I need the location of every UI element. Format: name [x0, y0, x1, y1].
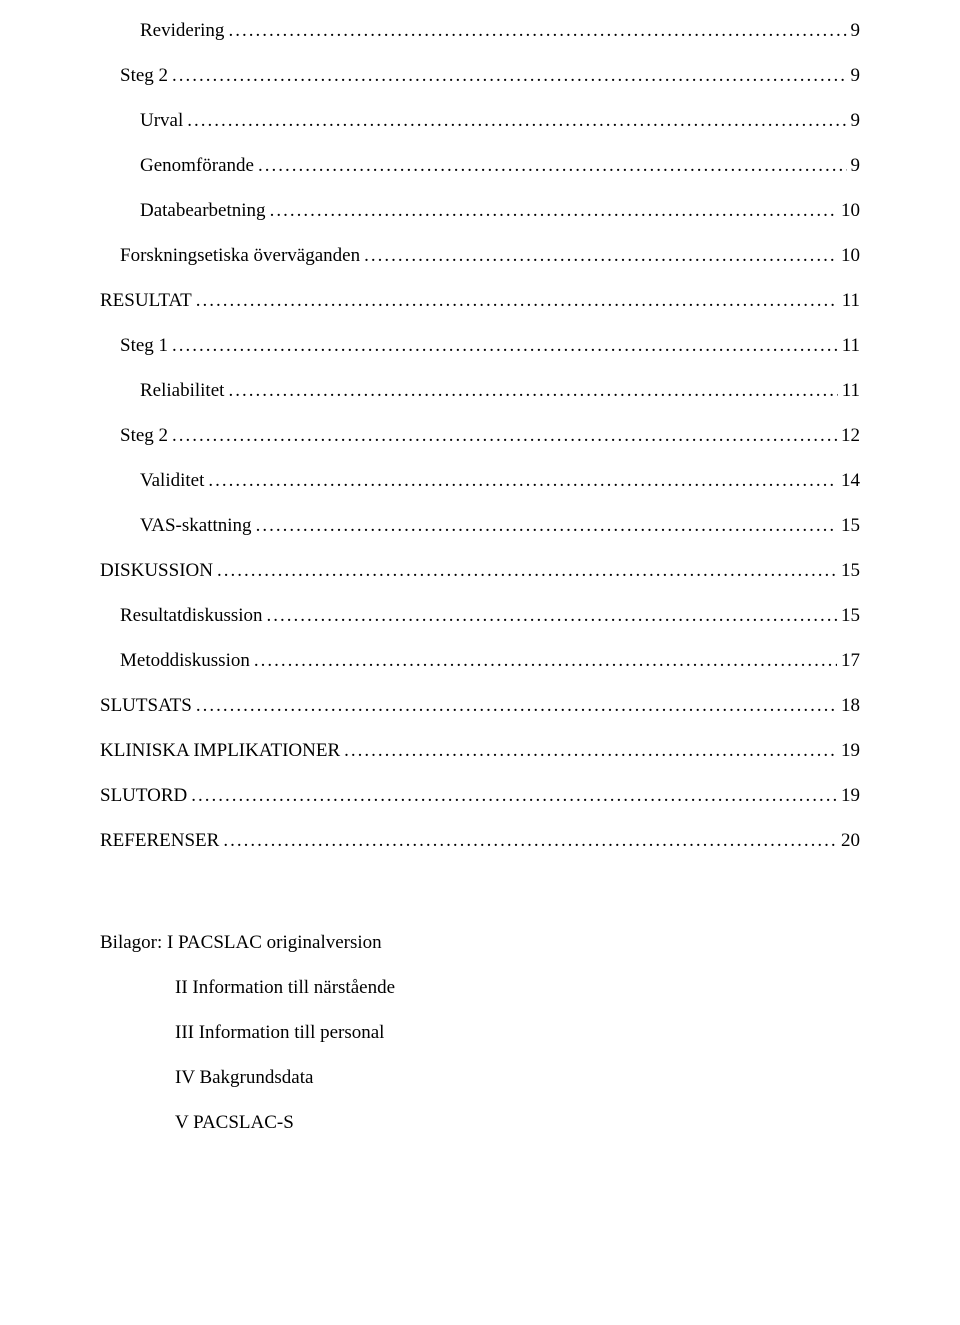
- toc-page-number: 9: [851, 155, 861, 177]
- toc-page-number: 11: [842, 335, 860, 357]
- toc-label: Steg 2: [120, 425, 168, 447]
- toc-entry: Reliabilitet 11: [100, 380, 860, 402]
- toc-page-number: 14: [841, 470, 860, 492]
- toc-entry: DISKUSSION 15: [100, 560, 860, 582]
- toc-leader-dots: [270, 200, 837, 222]
- toc-label: SLUTORD: [100, 785, 187, 807]
- toc-page-number: 10: [841, 245, 860, 267]
- toc-label: REFERENSER: [100, 830, 219, 852]
- toc-entry: Databearbetning 10: [100, 200, 860, 222]
- toc-label: VAS-skattning: [140, 515, 252, 537]
- toc-entry: Steg 2 12: [100, 425, 860, 447]
- toc-entry: SLUTORD 19: [100, 785, 860, 807]
- toc-entry: Resultatdiskussion 15: [100, 605, 860, 627]
- toc-label: Genomförande: [140, 155, 254, 177]
- toc-label: KLINISKA IMPLIKATIONER: [100, 740, 340, 762]
- toc-leader-dots: [191, 785, 837, 807]
- toc-label: Validitet: [140, 470, 204, 492]
- toc-entry: Urval 9: [100, 110, 860, 132]
- toc-page-number: 15: [841, 605, 860, 627]
- toc-label: Steg 2: [120, 65, 168, 87]
- toc-label: Urval: [140, 110, 183, 132]
- toc-leader-dots: [223, 830, 837, 852]
- toc-page-number: 12: [841, 425, 860, 447]
- appendix-item: IV Bakgrundsdata: [100, 1067, 860, 1089]
- toc-page-number: 17: [841, 650, 860, 672]
- toc-leader-dots: [228, 20, 846, 42]
- toc-entry: RESULTAT 11: [100, 290, 860, 312]
- toc-page-number: 9: [851, 20, 861, 42]
- appendix-heading: Bilagor: I PACSLAC originalversion: [100, 932, 860, 954]
- toc-entry: Forskningsetiska överväganden 10: [100, 245, 860, 267]
- toc-leader-dots: [172, 335, 838, 357]
- toc-page-number: 10: [841, 200, 860, 222]
- toc-entry: VAS-skattning 15: [100, 515, 860, 537]
- toc-entry: Revidering 9: [100, 20, 860, 42]
- table-of-contents: Revidering 9 Steg 2 9 Urval 9 Genomförande 9 Dat…: [100, 20, 860, 852]
- toc-leader-dots: [254, 650, 837, 672]
- appendix-item: V PACSLAC-S: [100, 1112, 860, 1134]
- toc-leader-dots: [172, 425, 837, 447]
- toc-leader-dots: [187, 110, 846, 132]
- toc-entry: SLUTSATS 18: [100, 695, 860, 717]
- toc-page-number: 18: [841, 695, 860, 717]
- toc-entry: Metoddiskussion 17: [100, 650, 860, 672]
- toc-label: SLUTSATS: [100, 695, 192, 717]
- toc-leader-dots: [267, 605, 837, 627]
- toc-entry: REFERENSER 20: [100, 830, 860, 852]
- toc-leader-dots: [228, 380, 837, 402]
- toc-label: Forskningsetiska överväganden: [120, 245, 360, 267]
- toc-page-number: 19: [841, 785, 860, 807]
- toc-label: DISKUSSION: [100, 560, 213, 582]
- toc-page-number: 11: [842, 380, 860, 402]
- toc-page-number: 15: [841, 560, 860, 582]
- toc-leader-dots: [172, 65, 846, 87]
- toc-leader-dots: [256, 515, 837, 537]
- appendix-item: II Information till närstående: [100, 977, 860, 999]
- appendix-item: III Information till personal: [100, 1022, 860, 1044]
- toc-leader-dots: [217, 560, 837, 582]
- appendix-section: Bilagor: I PACSLAC originalversion II In…: [100, 932, 860, 1134]
- toc-leader-dots: [364, 245, 837, 267]
- toc-leader-dots: [344, 740, 837, 762]
- toc-entry: Steg 1 11: [100, 335, 860, 357]
- toc-label: Metoddiskussion: [120, 650, 250, 672]
- toc-label: RESULTAT: [100, 290, 192, 312]
- toc-page-number: 20: [841, 830, 860, 852]
- toc-page-number: 19: [841, 740, 860, 762]
- toc-leader-dots: [208, 470, 837, 492]
- toc-page-number: 9: [851, 110, 861, 132]
- toc-entry: Steg 2 9: [100, 65, 860, 87]
- toc-label: Revidering: [140, 20, 224, 42]
- toc-entry: Validitet 14: [100, 470, 860, 492]
- toc-label: Reliabilitet: [140, 380, 224, 402]
- toc-leader-dots: [196, 290, 838, 312]
- toc-page-number: 11: [842, 290, 860, 312]
- toc-page-number: 15: [841, 515, 860, 537]
- toc-label: Resultatdiskussion: [120, 605, 263, 627]
- toc-page-number: 9: [851, 65, 861, 87]
- toc-leader-dots: [196, 695, 837, 717]
- toc-leader-dots: [258, 155, 847, 177]
- toc-label: Steg 1: [120, 335, 168, 357]
- toc-label: Databearbetning: [140, 200, 266, 222]
- toc-entry: Genomförande 9: [100, 155, 860, 177]
- toc-entry: KLINISKA IMPLIKATIONER 19: [100, 740, 860, 762]
